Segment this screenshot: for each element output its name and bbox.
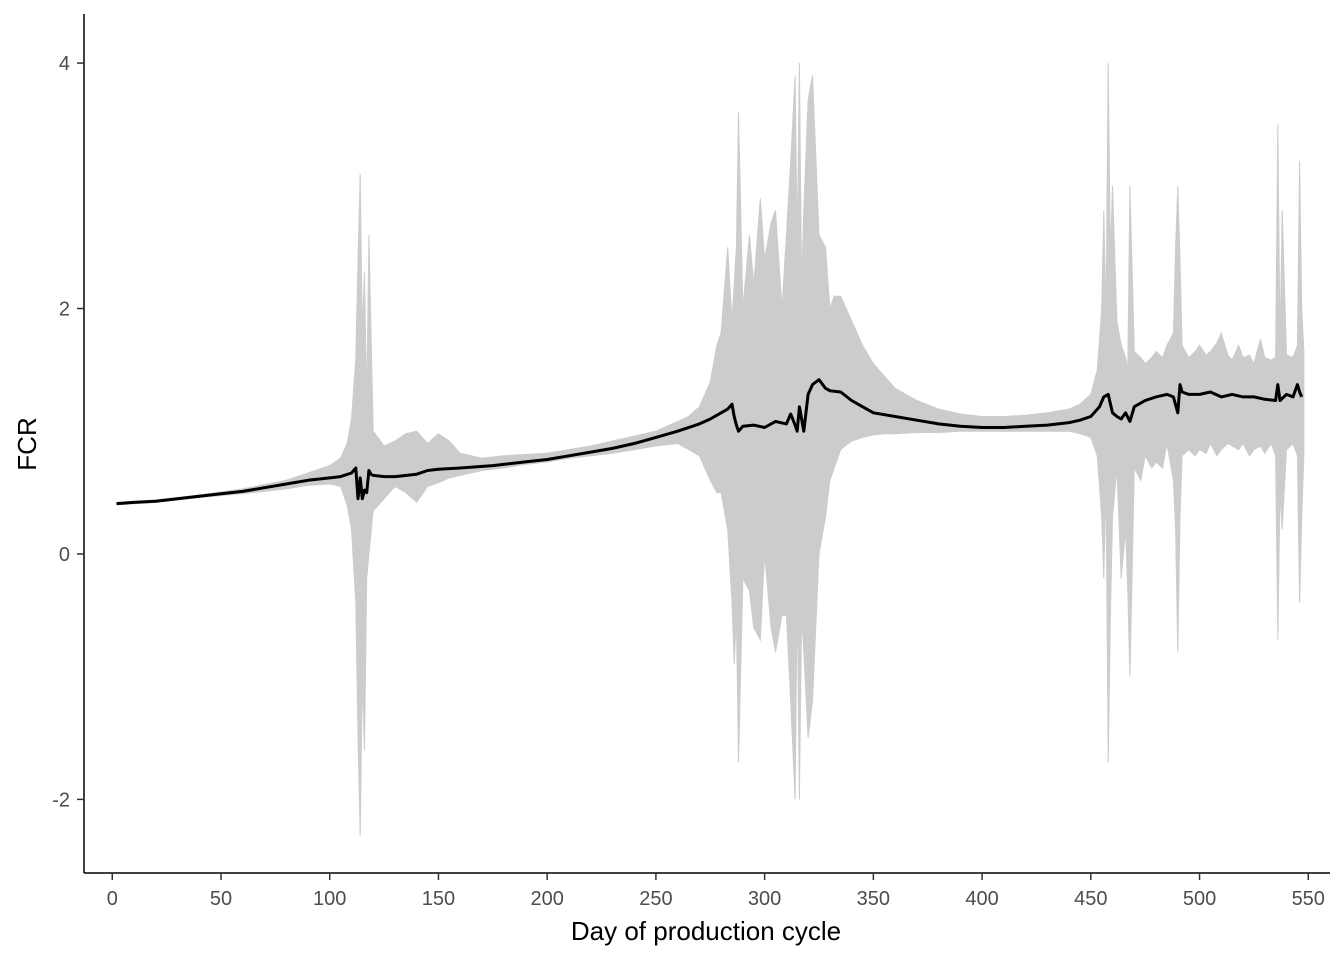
y-tick-label: -2 — [52, 789, 70, 811]
x-tick-label: 550 — [1292, 888, 1325, 910]
axes — [83, 14, 1330, 874]
x-tick-label: 150 — [422, 888, 455, 910]
confidence-band — [116, 63, 1305, 837]
x-tick-label: 300 — [748, 888, 781, 910]
x-tick-label: 100 — [313, 888, 346, 910]
y-tick-label: 0 — [59, 544, 70, 566]
x-tick-label: 0 — [107, 888, 118, 910]
x-ticks: 0 50 100 150 200 250 300 350 400 450 500 550 — [107, 873, 1325, 910]
y-tick-label: 4 — [59, 53, 70, 75]
x-tick-label: 200 — [530, 888, 563, 910]
x-tick-label: 250 — [639, 888, 672, 910]
mean-line — [116, 378, 1304, 506]
x-tick-label: 450 — [1074, 888, 1107, 910]
x-tick-label: 400 — [965, 888, 998, 910]
y-tick-label: 2 — [59, 299, 70, 321]
fcr-mean-line — [116, 378, 1304, 506]
ribbon-area — [116, 63, 1305, 837]
x-tick-label: 350 — [857, 888, 890, 910]
x-tick-label: 500 — [1183, 888, 1216, 910]
y-ticks: -2 0 2 4 — [52, 53, 84, 811]
x-axis-title: Day of production cycle — [571, 916, 841, 946]
x-tick-label: 50 — [210, 888, 232, 910]
y-axis-title: FCR — [12, 417, 42, 470]
